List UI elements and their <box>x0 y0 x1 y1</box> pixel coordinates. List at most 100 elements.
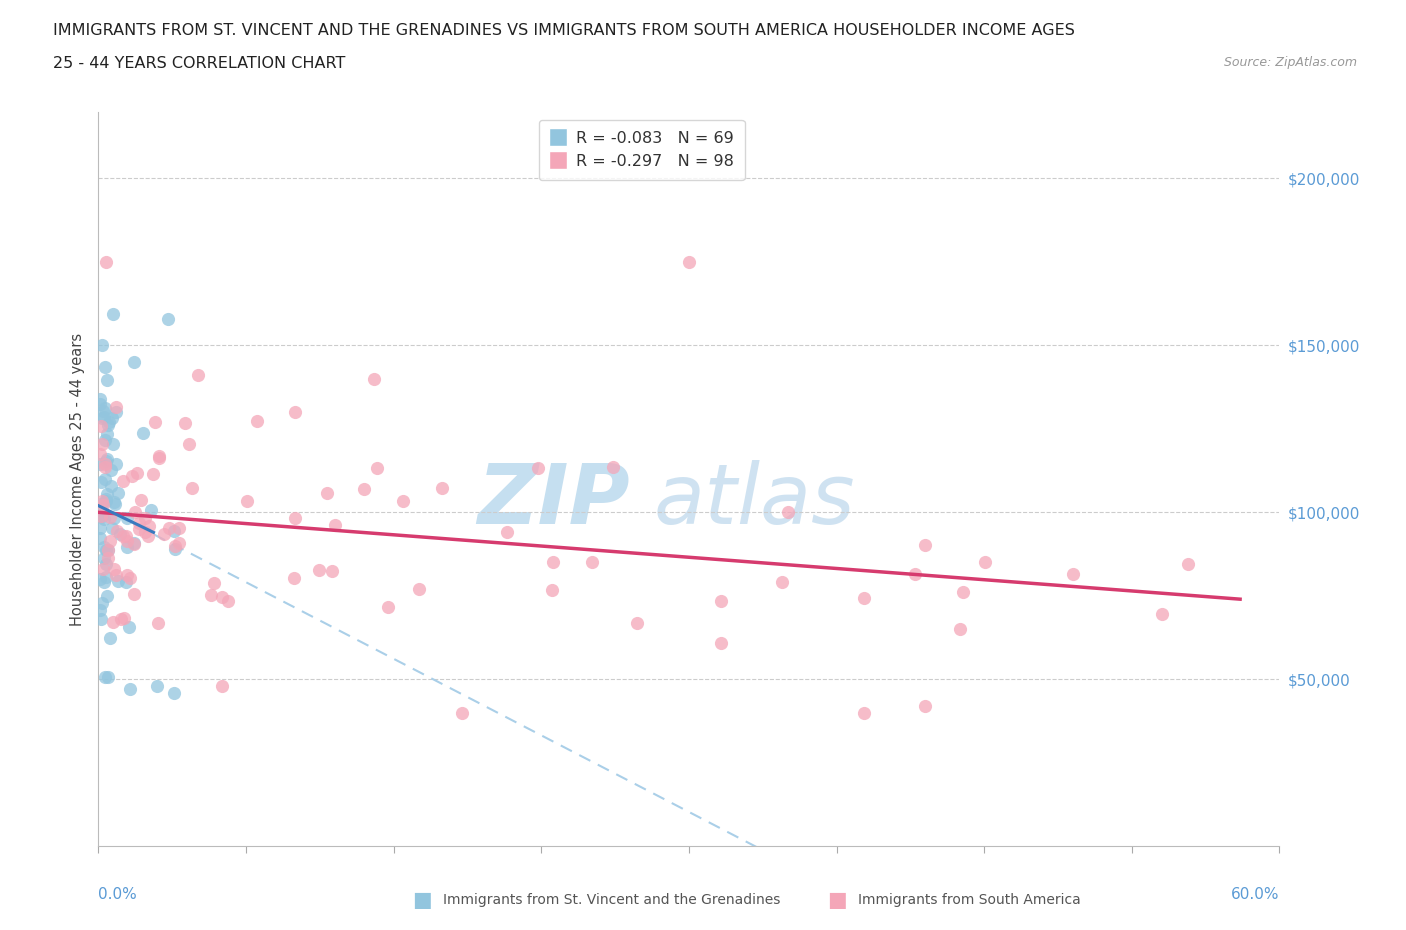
Point <box>108 527 131 542</box>
Point <box>163 524 186 538</box>
Text: 25 - 44 YEARS CORRELATION CHART: 25 - 44 YEARS CORRELATION CHART <box>53 56 346 71</box>
Point <box>602 459 624 474</box>
Point <box>153 526 176 541</box>
Point <box>142 466 165 481</box>
Text: 60.0%: 60.0% <box>1232 886 1279 902</box>
Point <box>89 392 111 406</box>
Point <box>134 511 156 525</box>
Text: ■: ■ <box>827 890 846 910</box>
Point <box>90 410 112 425</box>
Point <box>94 460 117 475</box>
Point <box>112 610 135 625</box>
Point <box>163 685 186 700</box>
Point <box>115 528 138 543</box>
Point <box>974 554 997 569</box>
Point <box>89 603 111 618</box>
Point <box>146 679 169 694</box>
Point <box>127 466 149 481</box>
Text: ZIP: ZIP <box>477 460 630 541</box>
Point <box>90 474 112 489</box>
Point <box>115 540 138 555</box>
Point <box>776 504 799 519</box>
Point <box>98 631 121 645</box>
Point <box>408 582 430 597</box>
Point <box>496 525 519 539</box>
Point <box>94 669 117 684</box>
Point <box>181 481 204 496</box>
Point <box>107 573 129 588</box>
Point <box>450 705 472 720</box>
Point <box>163 542 186 557</box>
Point <box>122 355 145 370</box>
Point <box>204 576 226 591</box>
Point <box>115 511 138 525</box>
Point <box>377 600 399 615</box>
Point <box>112 473 135 488</box>
Point <box>526 460 548 475</box>
Point <box>104 497 127 512</box>
Point <box>710 635 733 650</box>
Point <box>148 451 170 466</box>
Point <box>93 575 115 590</box>
Text: Source: ZipAtlas.com: Source: ZipAtlas.com <box>1223 56 1357 69</box>
Point <box>97 551 120 565</box>
Point <box>179 437 201 452</box>
Point <box>141 502 163 517</box>
Point <box>211 678 233 693</box>
Point <box>98 510 121 525</box>
Point <box>122 587 145 602</box>
Point <box>283 571 305 586</box>
Point <box>187 367 209 382</box>
Point <box>1152 606 1174 621</box>
Point <box>136 529 159 544</box>
Point <box>121 469 143 484</box>
Point <box>96 372 118 387</box>
Point <box>96 255 118 270</box>
Point <box>89 457 111 472</box>
Point <box>110 612 132 627</box>
Point <box>284 511 307 525</box>
Point <box>105 405 128 419</box>
Point <box>363 371 385 386</box>
Point <box>91 498 114 512</box>
Point <box>103 562 125 577</box>
Point <box>118 682 141 697</box>
Point <box>90 418 112 433</box>
Point <box>710 594 733 609</box>
Point <box>308 562 330 577</box>
Point <box>540 583 562 598</box>
Point <box>96 557 118 572</box>
Point <box>353 482 375 497</box>
Point <box>94 432 117 447</box>
Point <box>581 554 603 569</box>
Point <box>96 418 118 432</box>
Point <box>96 427 118 442</box>
Point <box>115 567 138 582</box>
Point <box>284 405 307 419</box>
Point <box>91 562 114 577</box>
Point <box>903 566 925 581</box>
Point <box>392 494 415 509</box>
Point <box>93 512 115 526</box>
Point <box>148 448 170 463</box>
Point <box>165 538 187 553</box>
Point <box>94 472 117 486</box>
Point <box>93 539 115 554</box>
Point <box>97 543 120 558</box>
Point <box>96 486 118 501</box>
Point <box>128 515 150 530</box>
Point <box>101 521 124 536</box>
Y-axis label: Householder Income Ages 25 - 44 years: Householder Income Ages 25 - 44 years <box>69 332 84 626</box>
Point <box>105 399 128 414</box>
Point <box>89 572 111 587</box>
Text: Immigrants from St. Vincent and the Grenadines: Immigrants from St. Vincent and the Gren… <box>443 893 780 908</box>
Point <box>143 415 166 430</box>
Point <box>94 454 117 469</box>
Point <box>90 437 112 452</box>
Point <box>94 569 117 584</box>
Point <box>236 494 259 509</box>
Point <box>211 590 233 604</box>
Point <box>91 596 114 611</box>
Point <box>94 457 117 472</box>
Point <box>97 670 120 684</box>
